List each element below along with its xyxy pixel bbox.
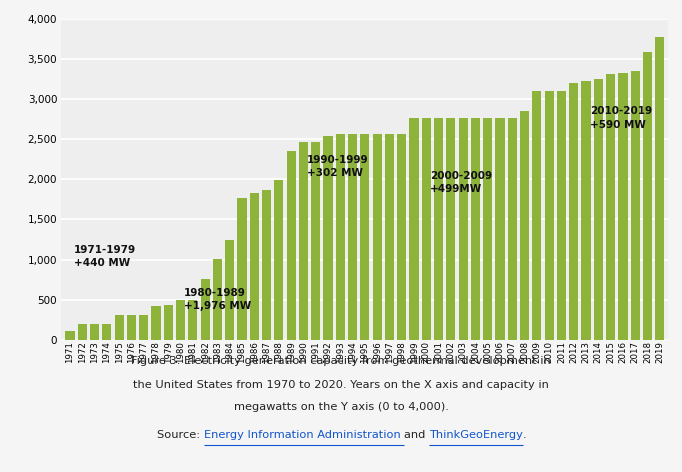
- Bar: [569, 84, 578, 340]
- Bar: [582, 82, 591, 340]
- Bar: [139, 315, 148, 340]
- Bar: [78, 324, 87, 340]
- Bar: [348, 135, 357, 340]
- Bar: [655, 37, 664, 340]
- Bar: [151, 306, 160, 340]
- Bar: [594, 79, 603, 340]
- Bar: [176, 300, 186, 340]
- Bar: [274, 180, 284, 340]
- Text: Source:: Source:: [157, 430, 204, 440]
- Bar: [311, 142, 321, 340]
- Bar: [606, 74, 615, 340]
- Bar: [237, 198, 247, 340]
- Text: Source: Energy Information Administration and ThinkGeoEnergy.: Source: Energy Information Administratio…: [0, 471, 1, 472]
- Bar: [495, 118, 505, 340]
- Text: the United States from 1970 to 2020. Years on the X axis and capacity in: the United States from 1970 to 2020. Yea…: [133, 380, 549, 390]
- Text: and: and: [0, 471, 1, 472]
- Text: 1980-1989
+1,976 MW: 1980-1989 +1,976 MW: [184, 288, 252, 311]
- Bar: [225, 239, 235, 340]
- Bar: [213, 259, 222, 340]
- Bar: [619, 74, 627, 340]
- Text: Source:: Source:: [0, 471, 1, 472]
- Bar: [421, 118, 431, 340]
- Bar: [262, 190, 271, 340]
- Bar: [372, 134, 382, 340]
- Bar: [409, 118, 419, 340]
- Bar: [631, 71, 640, 340]
- Bar: [90, 324, 99, 340]
- Text: 1971-1979
+440 MW: 1971-1979 +440 MW: [74, 245, 136, 269]
- Bar: [520, 111, 529, 340]
- Bar: [188, 300, 198, 340]
- Bar: [323, 136, 333, 340]
- Bar: [446, 118, 456, 340]
- Bar: [458, 118, 468, 340]
- Text: .: .: [0, 471, 1, 472]
- Text: ThinkGeoEnergy: ThinkGeoEnergy: [429, 430, 523, 440]
- Bar: [201, 279, 210, 340]
- Bar: [471, 118, 480, 340]
- Bar: [532, 91, 542, 340]
- Bar: [102, 324, 111, 340]
- Bar: [557, 91, 566, 340]
- Bar: [65, 331, 74, 340]
- Bar: [434, 118, 443, 340]
- Bar: [507, 118, 517, 340]
- Bar: [360, 135, 370, 340]
- Bar: [164, 304, 173, 340]
- Bar: [643, 52, 652, 340]
- Text: Energy Information Administration: Energy Information Administration: [0, 471, 1, 472]
- Text: 2010-2019
+590 MW: 2010-2019 +590 MW: [590, 106, 652, 130]
- Text: 2000-2009
+499MW: 2000-2009 +499MW: [430, 170, 492, 194]
- Bar: [299, 142, 308, 340]
- Bar: [397, 134, 406, 340]
- Text: megawatts on the Y axis (0 to 4,000).: megawatts on the Y axis (0 to 4,000).: [233, 402, 449, 412]
- Bar: [127, 315, 136, 340]
- Bar: [544, 91, 554, 340]
- Text: Figure 3. Electricity generation capacity from geothermal development in: Figure 3. Electricity generation capacit…: [131, 356, 551, 366]
- Bar: [385, 134, 394, 340]
- Text: and: and: [404, 430, 429, 440]
- Bar: [250, 193, 259, 340]
- Bar: [336, 135, 345, 340]
- Bar: [286, 151, 296, 340]
- Text: .: .: [523, 430, 527, 440]
- Bar: [115, 315, 123, 340]
- Text: Energy Information Administration: Energy Information Administration: [204, 430, 404, 440]
- Text: ThinkGeoEnergy: ThinkGeoEnergy: [0, 471, 1, 472]
- Text: 1990-1999
+302 MW: 1990-1999 +302 MW: [307, 154, 369, 178]
- Bar: [483, 118, 492, 340]
